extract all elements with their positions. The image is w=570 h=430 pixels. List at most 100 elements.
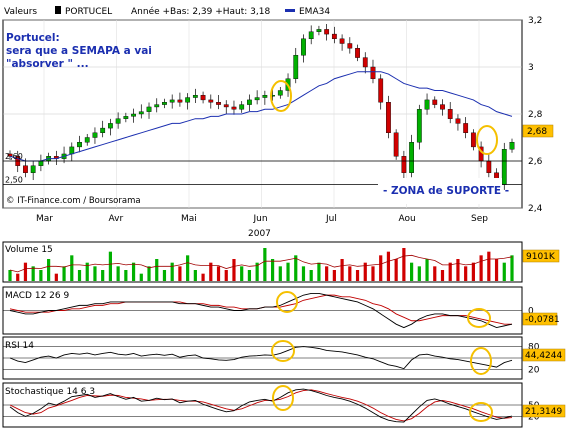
month-label: Jul: [325, 214, 337, 224]
candle-body: [362, 57, 368, 68]
candle-body: [92, 132, 98, 138]
candle-body: [455, 118, 461, 124]
volume-bar: [186, 255, 190, 281]
volume-bar: [379, 255, 383, 281]
candle-body: [216, 102, 221, 105]
volume-bar: [31, 266, 35, 281]
candle-body: [223, 104, 229, 108]
candle-body: [146, 106, 152, 112]
candle-body: [424, 99, 430, 110]
month-labels: Mar Avr Mai Jun Jul Aou Sep: [36, 214, 488, 224]
volume-bar: [425, 259, 429, 281]
candle-body: [154, 104, 160, 108]
volume-bar: [410, 262, 414, 281]
candle-body: [355, 48, 360, 58]
candle-body: [393, 132, 399, 157]
volume-bar: [386, 251, 391, 281]
volume-bar: [116, 266, 120, 281]
candle-body: [501, 149, 507, 185]
volume-bar: [77, 270, 82, 281]
candle-body: [324, 29, 330, 35]
annotation-line-3: "absorver " ...: [6, 58, 89, 70]
candle-body: [262, 94, 268, 98]
volume-bar: [108, 251, 112, 281]
support-zone-label: - ZONA de SUPORTE -: [383, 185, 509, 197]
volume-bar: [255, 262, 259, 281]
volume-bar: [47, 259, 51, 281]
candle-body: [162, 102, 167, 105]
support-level-label: 2,60: [5, 152, 23, 161]
volume-bar: [332, 270, 336, 281]
volume-bar: [101, 270, 105, 281]
volume-bar: [371, 266, 375, 281]
candle-body: [409, 141, 414, 173]
candle-body: [30, 165, 36, 173]
volume-bar: [309, 270, 313, 281]
rsi-value: 44,4244: [525, 351, 562, 361]
macd-y-axis: 0: [3, 307, 534, 317]
rsi-title: RSI 14: [5, 341, 34, 351]
volume-bar: [240, 266, 244, 281]
candle-body: [254, 97, 260, 101]
volume-bar: [479, 255, 483, 281]
volume-bar: [263, 248, 267, 281]
volume-bar: [456, 259, 460, 281]
stochastic-k-line: [9, 388, 513, 423]
candle-body: [177, 99, 183, 103]
volume-bar: [54, 273, 58, 281]
volume-bar: [417, 266, 421, 281]
candle-body: [370, 66, 376, 79]
volume-bar: [85, 262, 89, 281]
header-symbol: PORTUCEL: [65, 7, 112, 17]
volume-bar: [301, 266, 306, 281]
volume-bar: [286, 262, 290, 281]
candle-body: [331, 33, 337, 39]
volume-bars: [8, 248, 514, 281]
candle-body: [192, 94, 198, 98]
last-price-value: 2,68: [527, 127, 547, 137]
volume-bar: [39, 270, 43, 281]
month-label: Aou: [399, 214, 416, 224]
candle-body: [277, 90, 283, 96]
candle-body: [100, 127, 106, 134]
ema-legend-label: EMA34: [299, 7, 330, 17]
indicator-tick-label: 0: [528, 307, 534, 317]
candle-body: [470, 132, 476, 148]
candle-body: [293, 55, 299, 79]
candle-body: [208, 99, 214, 103]
volume-bar: [394, 259, 398, 281]
volume-bar: [402, 248, 406, 281]
volume-bar: [232, 259, 236, 281]
volume-average-line: [9, 254, 513, 273]
highlight-circle: [467, 308, 491, 328]
volume-bar: [155, 259, 159, 281]
stochastic-d-line: [9, 389, 513, 422]
volume-bar: [317, 262, 321, 281]
candle-body: [301, 38, 306, 56]
volume-bar: [487, 251, 491, 281]
volume-bar: [440, 270, 445, 281]
volume-bar: [178, 266, 182, 281]
volume-bar: [124, 270, 128, 281]
candle-body: [316, 29, 322, 32]
candle-body: [339, 38, 345, 44]
candle-body: [447, 109, 453, 119]
month-label: Mai: [181, 214, 197, 224]
stochastic-title: Stochastique 14 6 3: [5, 387, 95, 397]
highlight-circle: [469, 402, 493, 422]
candle-body: [486, 160, 492, 173]
price-tick-label: 2,8: [528, 110, 543, 120]
volume-bar: [23, 262, 28, 281]
volume-bar: [294, 255, 298, 281]
candle-body: [239, 104, 245, 110]
volume-bar: [70, 255, 74, 281]
volume-bar: [170, 262, 174, 281]
indicator-tick-label: 80: [528, 343, 540, 353]
volume-value: 9101K: [526, 252, 556, 262]
candle-body: [38, 160, 44, 166]
header-range: Année +Bas: 2,39 +Haut: 3,18: [131, 6, 270, 17]
chart-header: Valeurs PORTUCEL Année +Bas: 2,39 +Haut:…: [4, 6, 330, 17]
month-label: Jun: [253, 214, 268, 224]
volume-bar: [224, 270, 228, 281]
